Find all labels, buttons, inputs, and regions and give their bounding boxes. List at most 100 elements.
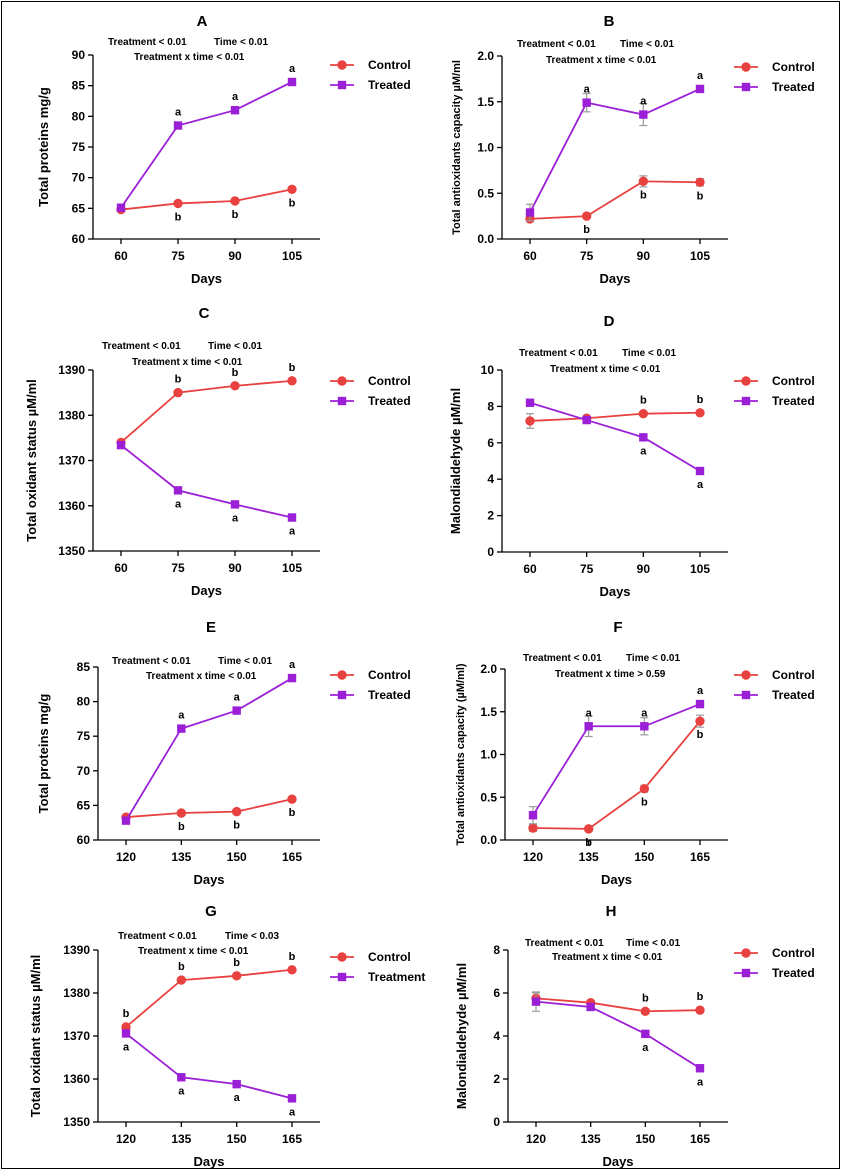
data-point bbox=[582, 415, 591, 425]
x-tick-label: 135 bbox=[171, 850, 191, 864]
legend-label: Treated bbox=[772, 80, 815, 94]
x-tick-label: 75 bbox=[580, 249, 594, 263]
y-tick-label: 80 bbox=[77, 695, 91, 709]
series-treated bbox=[528, 699, 705, 825]
stat-annotation: Treatment x time < 0.01 bbox=[550, 364, 661, 375]
data-point bbox=[287, 376, 297, 386]
y-tick-label: 2.0 bbox=[477, 49, 494, 63]
y-axis-label: Total oxidant status µM/ml bbox=[28, 955, 43, 1118]
y-tick-label: 1370 bbox=[58, 454, 85, 468]
x-tick-label: 150 bbox=[635, 1132, 655, 1146]
significance-letter: b bbox=[697, 991, 704, 1003]
significance-letter: b bbox=[232, 209, 239, 221]
x-tick-label: 90 bbox=[637, 562, 651, 576]
significance-letter: a bbox=[175, 107, 182, 119]
y-tick-label: 10 bbox=[481, 363, 495, 377]
data-point bbox=[525, 398, 535, 407]
x-tick-label: 135 bbox=[581, 1132, 601, 1146]
x-axis-label: Days bbox=[599, 584, 630, 599]
significance-letter: a bbox=[178, 1085, 185, 1097]
y-tick-label: 0 bbox=[487, 545, 494, 559]
y-tick-label: 75 bbox=[77, 729, 91, 743]
legend-marker bbox=[741, 82, 751, 92]
data-point bbox=[695, 1005, 705, 1015]
y-tick-label: 75 bbox=[72, 140, 86, 154]
data-point bbox=[173, 198, 183, 209]
series-control bbox=[121, 965, 297, 1032]
y-tick-label: 8 bbox=[493, 943, 500, 957]
x-tick-label: 75 bbox=[580, 562, 594, 576]
stat-annotation: Treatment < 0.01 bbox=[112, 656, 191, 667]
data-point bbox=[528, 823, 538, 833]
panel-f: 0.0 0.5 1.0 1.5 2.0 120 135 150 165 Days Total ant… bbox=[455, 619, 815, 887]
legend-label: Treated bbox=[772, 394, 815, 408]
x-tick-label: 135 bbox=[579, 850, 599, 864]
y-axis-label: Total antioxidants capacity (µM/ml) bbox=[455, 663, 467, 845]
data-point bbox=[287, 184, 297, 195]
stat-annotation: Time < 0.01 bbox=[218, 656, 272, 667]
significance-letter: a bbox=[175, 498, 182, 510]
data-point bbox=[230, 106, 240, 115]
data-point bbox=[287, 513, 297, 522]
data-point bbox=[525, 208, 535, 217]
panel-title: B bbox=[604, 13, 615, 30]
legend-marker bbox=[741, 968, 751, 978]
stat-annotation: Time < 0.01 bbox=[622, 348, 676, 359]
x-tick-label: 60 bbox=[523, 562, 537, 576]
x-tick-label: 60 bbox=[114, 249, 128, 263]
stat-annotation: Treatment x time < 0.01 bbox=[138, 946, 249, 957]
x-tick-label: 135 bbox=[171, 1132, 191, 1146]
x-tick-label: 165 bbox=[282, 1132, 302, 1146]
data-point bbox=[695, 84, 705, 94]
y-tick-label: 1350 bbox=[58, 544, 85, 558]
y-tick-label: 8 bbox=[487, 399, 494, 413]
data-point bbox=[639, 433, 648, 442]
series-line bbox=[120, 444, 293, 519]
y-tick-label: 65 bbox=[77, 798, 91, 812]
significance-letter: b bbox=[697, 729, 704, 741]
x-tick-label: 165 bbox=[282, 850, 302, 864]
significance-letter: b bbox=[289, 197, 296, 209]
x-axis-label: Days bbox=[191, 271, 222, 286]
y-tick-label: 90 bbox=[72, 48, 86, 62]
panel-c: 1350 1360 1370 1380 1390 60 75 90 105 Days Total o… bbox=[24, 305, 411, 598]
panel-title: C bbox=[199, 305, 210, 322]
significance-letter: b bbox=[289, 362, 296, 374]
panel-title: D bbox=[604, 313, 615, 330]
y-tick-label: 1390 bbox=[58, 363, 85, 377]
significance-letter: b bbox=[585, 837, 592, 849]
x-tick-label: 90 bbox=[637, 249, 651, 263]
x-axis-label: Days bbox=[599, 271, 630, 286]
legend-label: Control bbox=[772, 374, 815, 388]
legend: Control Treated bbox=[734, 946, 815, 980]
stat-annotation: Time < 0.01 bbox=[626, 653, 680, 664]
stat-annotation: Treatment < 0.01 bbox=[523, 653, 602, 664]
y-tick-label: 0.5 bbox=[477, 186, 494, 200]
significance-letter: b bbox=[640, 189, 647, 201]
data-point bbox=[639, 784, 650, 794]
stat-annotation: Time < 0.01 bbox=[620, 39, 674, 50]
y-tick-label: 1370 bbox=[63, 1029, 90, 1043]
legend-label: Control bbox=[772, 946, 815, 960]
stat-annotation: Time < 0.03 bbox=[225, 931, 279, 942]
data-point bbox=[173, 121, 183, 130]
data-point bbox=[287, 1094, 297, 1103]
x-tick-label: 120 bbox=[523, 850, 543, 864]
y-tick-label: 1380 bbox=[58, 408, 85, 422]
legend-label: Treatment bbox=[368, 970, 425, 984]
data-point bbox=[640, 722, 649, 731]
x-axis-label: Days bbox=[601, 872, 632, 887]
y-tick-label: 0.0 bbox=[480, 833, 497, 847]
y-tick-label: 1.5 bbox=[480, 705, 497, 719]
y-tick-label: 1.0 bbox=[480, 748, 497, 762]
significance-letter: a bbox=[178, 710, 185, 722]
series-line bbox=[532, 703, 701, 816]
stat-annotation: Treatment x time < 0.01 bbox=[134, 52, 245, 63]
data-point bbox=[581, 211, 592, 221]
legend-marker bbox=[337, 376, 347, 386]
legend-label: Control bbox=[368, 374, 411, 388]
y-tick-label: 6 bbox=[493, 986, 500, 1000]
legend: Control Treatment bbox=[330, 950, 425, 984]
significance-letter: a bbox=[586, 707, 593, 719]
